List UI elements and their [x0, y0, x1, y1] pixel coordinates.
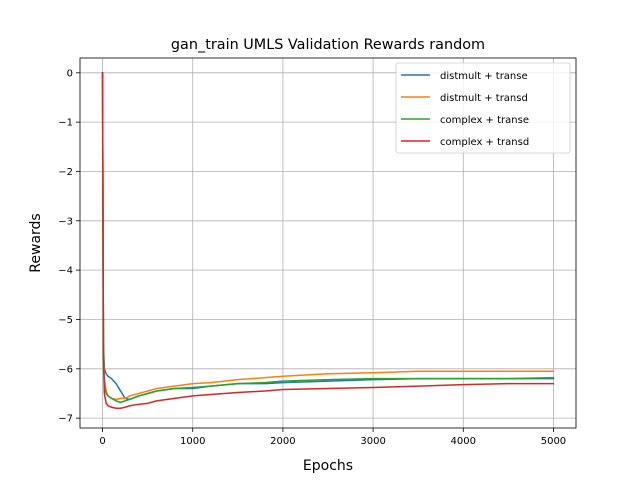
- legend-label-complex-transd: complex + transd: [440, 137, 529, 148]
- y-tick-label: 0: [67, 68, 73, 79]
- legend-label-distmult-transe: distmult + transe: [440, 71, 528, 82]
- y-tick-label: −2: [58, 167, 73, 178]
- x-axis-ticks: 0 1000 2000 3000 4000 5000: [99, 428, 566, 447]
- y-axis-label: Rewards: [28, 213, 44, 272]
- y-tick-label: −1: [58, 118, 73, 129]
- plot-frame: [79, 57, 577, 429]
- series-line-2: [101, 72, 555, 404]
- x-tick-label: 3000: [360, 436, 385, 447]
- x-tick-label: 5000: [541, 436, 566, 447]
- x-tick-label: 0: [99, 436, 105, 447]
- chart-title: gan_train UMLS Validation Rewards random: [171, 37, 485, 53]
- series-lines: [101, 72, 555, 410]
- x-tick-label: 4000: [451, 436, 476, 447]
- legend-label-complex-transe: complex + transe: [440, 115, 529, 126]
- y-tick-label: −4: [58, 266, 73, 277]
- y-tick-label: −5: [58, 315, 73, 326]
- y-tick-label: −6: [58, 364, 73, 375]
- x-tick-label: 1000: [180, 436, 205, 447]
- x-tick-label: 2000: [270, 436, 295, 447]
- x-axis-label: Epochs: [303, 458, 353, 474]
- y-tick-label: −3: [58, 216, 73, 227]
- legend-box: [395, 62, 571, 154]
- grid-lines: [80, 58, 576, 428]
- series-line-3: [101, 72, 555, 410]
- legend: distmult + transe distmult + transd comp…: [395, 62, 571, 154]
- y-tick-label: −7: [58, 414, 73, 425]
- legend-label-distmult-transd: distmult + transd: [440, 93, 528, 104]
- y-axis-ticks: 0 −1 −2 −3 −4 −5 −6 −7: [58, 68, 80, 425]
